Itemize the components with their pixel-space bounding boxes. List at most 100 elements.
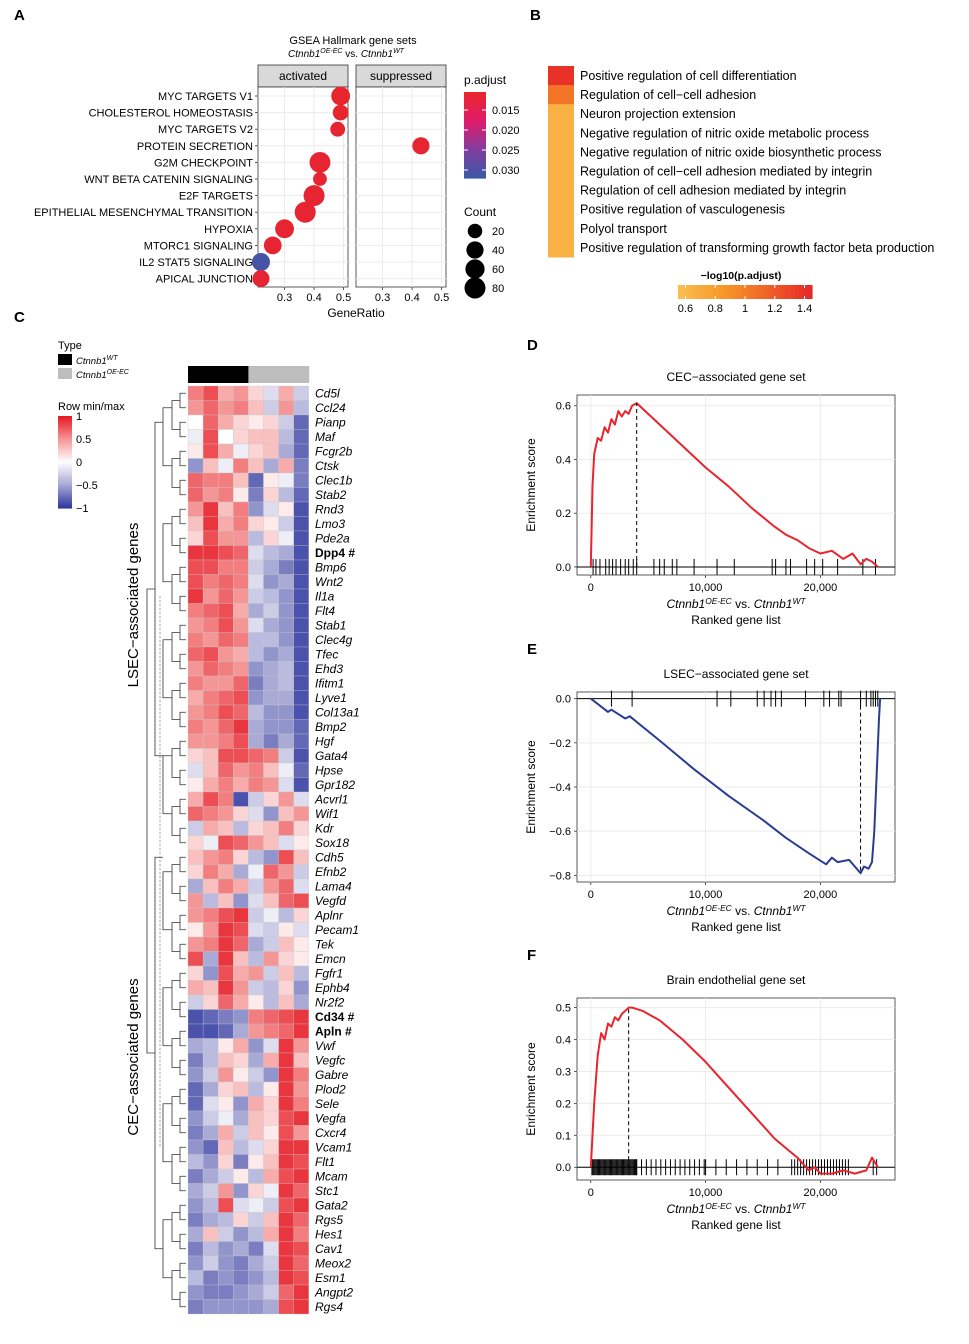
c-heat-cell xyxy=(248,414,264,430)
c-heat-cell xyxy=(233,1023,249,1039)
c-heat-cell xyxy=(293,936,309,952)
a-category-label: CHOLESTEROL HOMEOSTASIS xyxy=(89,108,253,120)
c-heat-cell xyxy=(187,748,204,764)
c-heat-cell xyxy=(218,1125,234,1141)
c-heat-cell xyxy=(202,574,219,590)
c-heat-cell xyxy=(187,1023,204,1039)
c-heat-cell xyxy=(248,762,264,778)
c-heat-cell xyxy=(248,748,264,764)
panel-label-e: E xyxy=(527,641,537,658)
a-point xyxy=(313,172,327,186)
b-legend-segment xyxy=(771,285,776,299)
c-heat-cell xyxy=(263,1255,279,1271)
c-heat-cell xyxy=(218,1110,234,1126)
c-gene-label: Ehd3 xyxy=(315,662,343,676)
c-heat-cell xyxy=(263,661,279,677)
a-colorbar-segment xyxy=(464,120,486,123)
c-heat-cell xyxy=(278,1081,294,1097)
b-legend-segment xyxy=(714,285,719,299)
c-heat-cell xyxy=(278,588,294,604)
b-legend-title: −log10(p.adjust) xyxy=(701,270,782,282)
c-heat-cell xyxy=(278,1067,294,1083)
c-heat-cell xyxy=(202,1009,219,1025)
b-heat-cell xyxy=(548,180,574,201)
c-heat-cell xyxy=(293,835,309,851)
panelF-enrichment-line xyxy=(589,1006,879,1175)
a-tick-label-x: 0.3 xyxy=(277,292,292,304)
c-gene-label: Vcam1 xyxy=(315,1141,352,1155)
c-gene-label: Cdh5 xyxy=(315,851,344,865)
c-dendrogram-branch xyxy=(179,972,186,989)
c-dendrogram-branch xyxy=(179,1233,186,1250)
c-scale-segment xyxy=(58,466,72,470)
c-heat-cell xyxy=(218,704,234,720)
c-heat-cell xyxy=(248,893,264,909)
c-gene-label: Meox2 xyxy=(315,1257,351,1271)
c-heat-cell xyxy=(202,472,219,488)
b-legend-segment xyxy=(728,285,733,299)
b-legend-segment xyxy=(788,285,793,299)
c-heat-cell xyxy=(202,1067,219,1083)
a-colorbar-segment xyxy=(464,134,486,137)
c-heat-cell xyxy=(248,385,264,401)
c-heat-cell xyxy=(278,1052,294,1068)
a-colorbar-segment xyxy=(464,100,486,103)
c-heat-cell xyxy=(278,501,294,517)
c-heat-cell xyxy=(202,675,219,691)
c-heat-cell xyxy=(293,820,309,836)
c-scale-segment xyxy=(58,441,72,445)
c-heat-cell xyxy=(218,458,234,474)
a-colorbar-segment xyxy=(464,164,486,167)
a-colorbar-segment xyxy=(464,154,486,157)
c-gene-label: Cd34 # xyxy=(315,1010,355,1024)
c-heat-cell xyxy=(233,1154,249,1170)
c-dendrogram-branch xyxy=(179,624,186,641)
b-legend-segment xyxy=(708,285,713,299)
a-colorbar-segment xyxy=(464,142,486,145)
c-heat-cell xyxy=(202,893,219,909)
c-heat-cell xyxy=(187,414,204,430)
a-colorbar-segment xyxy=(464,98,486,101)
panelE-tick-label-x: 20,000 xyxy=(804,889,838,901)
c-gene-label: Gata2 xyxy=(315,1199,348,1213)
c-dendrogram-branch xyxy=(179,769,186,786)
c-heat-cell xyxy=(278,1125,294,1141)
c-heat-cell xyxy=(248,1168,264,1184)
c-gene-label: Clec1b xyxy=(315,474,353,488)
c-heat-cell xyxy=(218,545,234,561)
c-dendrogram-branch xyxy=(162,1219,172,1279)
c-dendrogram-branch xyxy=(179,537,186,554)
c-heat-cell xyxy=(202,617,219,633)
c-heat-cell xyxy=(218,429,234,445)
b-term-label: Positive regulation of vasculogenesis xyxy=(580,203,785,217)
c-heat-cell xyxy=(187,385,204,401)
c-heat-cell xyxy=(202,719,219,735)
c-heat-cell xyxy=(248,719,264,735)
a-category-label: MYC TARGETS V1 xyxy=(158,91,253,103)
c-dendrogram-branch xyxy=(179,914,186,931)
c-gene-label: Ephb4 xyxy=(315,981,350,995)
c-column-annotation xyxy=(263,366,279,383)
c-heat-cell xyxy=(187,864,204,880)
c-type-legend-swatch xyxy=(58,368,72,379)
c-dendrogram-branch xyxy=(179,1175,186,1192)
a-colorbar-segment xyxy=(464,162,486,165)
c-heat-cell xyxy=(187,791,204,807)
panelF-tick-label-x: 0 xyxy=(588,1187,594,1199)
c-heat-cell xyxy=(233,617,249,633)
c-heat-cell xyxy=(233,632,249,648)
c-heat-cell xyxy=(233,443,249,459)
c-heat-cell xyxy=(187,400,204,416)
panelE-tick-label-y: −0.8 xyxy=(549,870,571,882)
c-gene-label: Acvrl1 xyxy=(314,793,348,807)
c-scale-segment xyxy=(58,429,72,433)
c-heat-cell xyxy=(293,1241,309,1257)
a-point xyxy=(309,151,331,173)
c-heat-cell xyxy=(248,704,264,720)
b-legend-segment xyxy=(741,285,746,299)
c-heat-cell xyxy=(248,733,264,749)
c-gene-label: Hes1 xyxy=(315,1228,343,1242)
c-heat-cell xyxy=(263,849,279,865)
c-heat-cell xyxy=(278,516,294,532)
a-colorbar-segment xyxy=(464,112,486,115)
